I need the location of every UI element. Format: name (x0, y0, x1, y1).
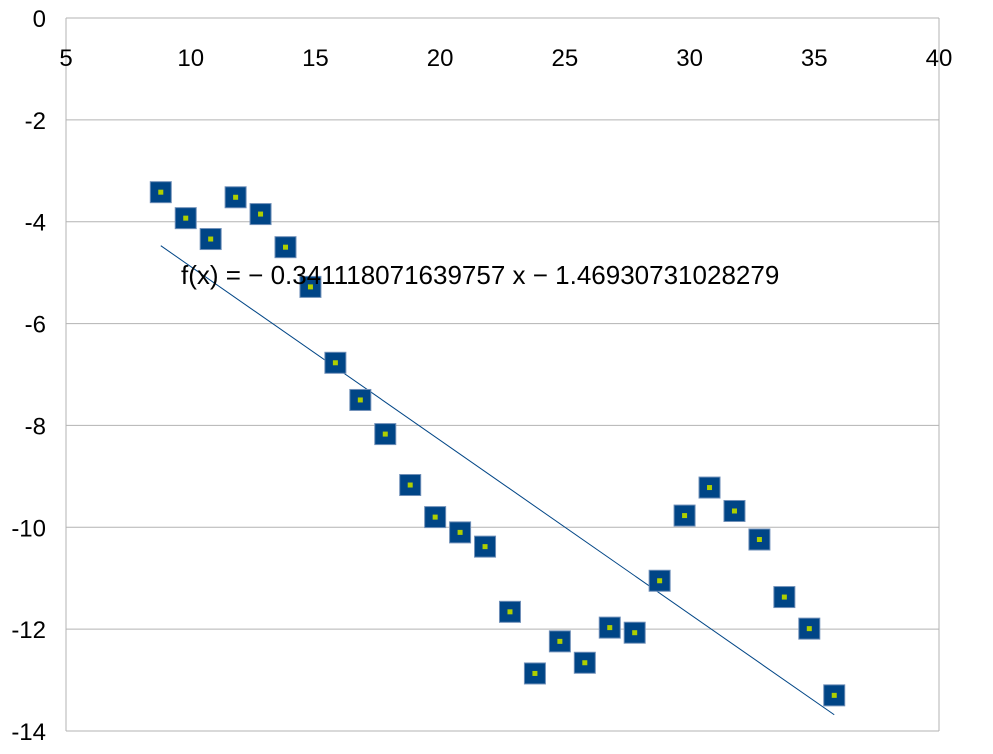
data-point-center (233, 194, 239, 200)
data-point-center (307, 284, 313, 290)
data-point-center (781, 594, 787, 600)
x-tick-label: 10 (177, 45, 204, 72)
data-point (698, 476, 721, 499)
grid-lines (66, 17, 939, 732)
data-point-center (831, 692, 837, 698)
trendline (160, 245, 835, 716)
y-tick-label: -8 (25, 413, 46, 440)
y-tick-label: -10 (11, 515, 46, 542)
data-point-center (507, 609, 513, 615)
data-point (573, 651, 596, 674)
y-tick-label: -14 (11, 719, 46, 746)
x-tick-label: 15 (302, 45, 329, 72)
data-point-center (632, 630, 638, 636)
data-point-center (382, 431, 388, 437)
x-tick-label: 5 (59, 45, 72, 72)
data-point-center (158, 189, 164, 195)
data-point (723, 499, 746, 522)
data-point-center (183, 215, 189, 221)
data-point (623, 621, 646, 644)
y-tick-label: -2 (25, 108, 46, 135)
data-point (299, 275, 322, 298)
trendline-equation: f(x) = − 0.341118071639757 x − 1.4693073… (181, 260, 779, 290)
x-tick-label: 20 (427, 45, 454, 72)
y-tick-label: 0 (33, 6, 46, 33)
data-point-center (432, 514, 438, 520)
data-point (748, 528, 771, 551)
data-point (798, 617, 821, 640)
data-point-center (682, 513, 688, 519)
data-point (174, 207, 197, 230)
data-point (274, 236, 297, 259)
data-point-center (806, 626, 812, 632)
x-tick-label: 35 (801, 45, 828, 72)
data-point-center (607, 625, 613, 631)
data-point (449, 521, 472, 544)
data-point (773, 586, 796, 609)
data-point-center (407, 482, 413, 488)
data-point (324, 351, 347, 374)
y-tick-label: -6 (25, 312, 46, 339)
data-point (249, 203, 272, 226)
y-tick-label: -4 (25, 210, 46, 237)
data-point-center (532, 670, 538, 676)
data-point-center (482, 544, 488, 550)
data-point-center (657, 578, 663, 584)
x-tick-label: 25 (552, 45, 579, 72)
data-point (498, 600, 521, 623)
data-point-center (582, 660, 588, 666)
data-point-center (457, 529, 463, 535)
data-point-center (332, 360, 338, 366)
data-point (598, 616, 621, 639)
data-point (474, 535, 497, 558)
data-point (673, 504, 696, 527)
data-point (349, 388, 372, 411)
data-point (823, 684, 846, 707)
data-point (374, 423, 397, 446)
x-tick-label: 30 (676, 45, 703, 72)
data-point (224, 186, 247, 209)
data-point (548, 630, 571, 653)
y-tick-label: -12 (11, 617, 46, 644)
tick-labels: 0 -2 -4 -6 -8 -10 -12 -14 5 10 15 20 25 30 35 40 (11, 6, 952, 746)
data-point (648, 569, 671, 592)
data-point-center (357, 397, 363, 403)
data-point (199, 228, 222, 251)
x-tick-label: 40 (926, 45, 953, 72)
data-point-center (707, 485, 713, 491)
data-point-center (557, 638, 563, 644)
data-point (424, 506, 447, 529)
data-point-center (258, 211, 264, 217)
trendline-group (160, 245, 835, 716)
data-point-center (756, 537, 762, 543)
data-point-center (208, 236, 214, 242)
data-point (399, 474, 422, 497)
data-point (149, 181, 172, 204)
data-points (149, 181, 846, 707)
data-point-center (731, 508, 737, 514)
data-point (523, 662, 546, 685)
data-point-center (282, 244, 288, 250)
